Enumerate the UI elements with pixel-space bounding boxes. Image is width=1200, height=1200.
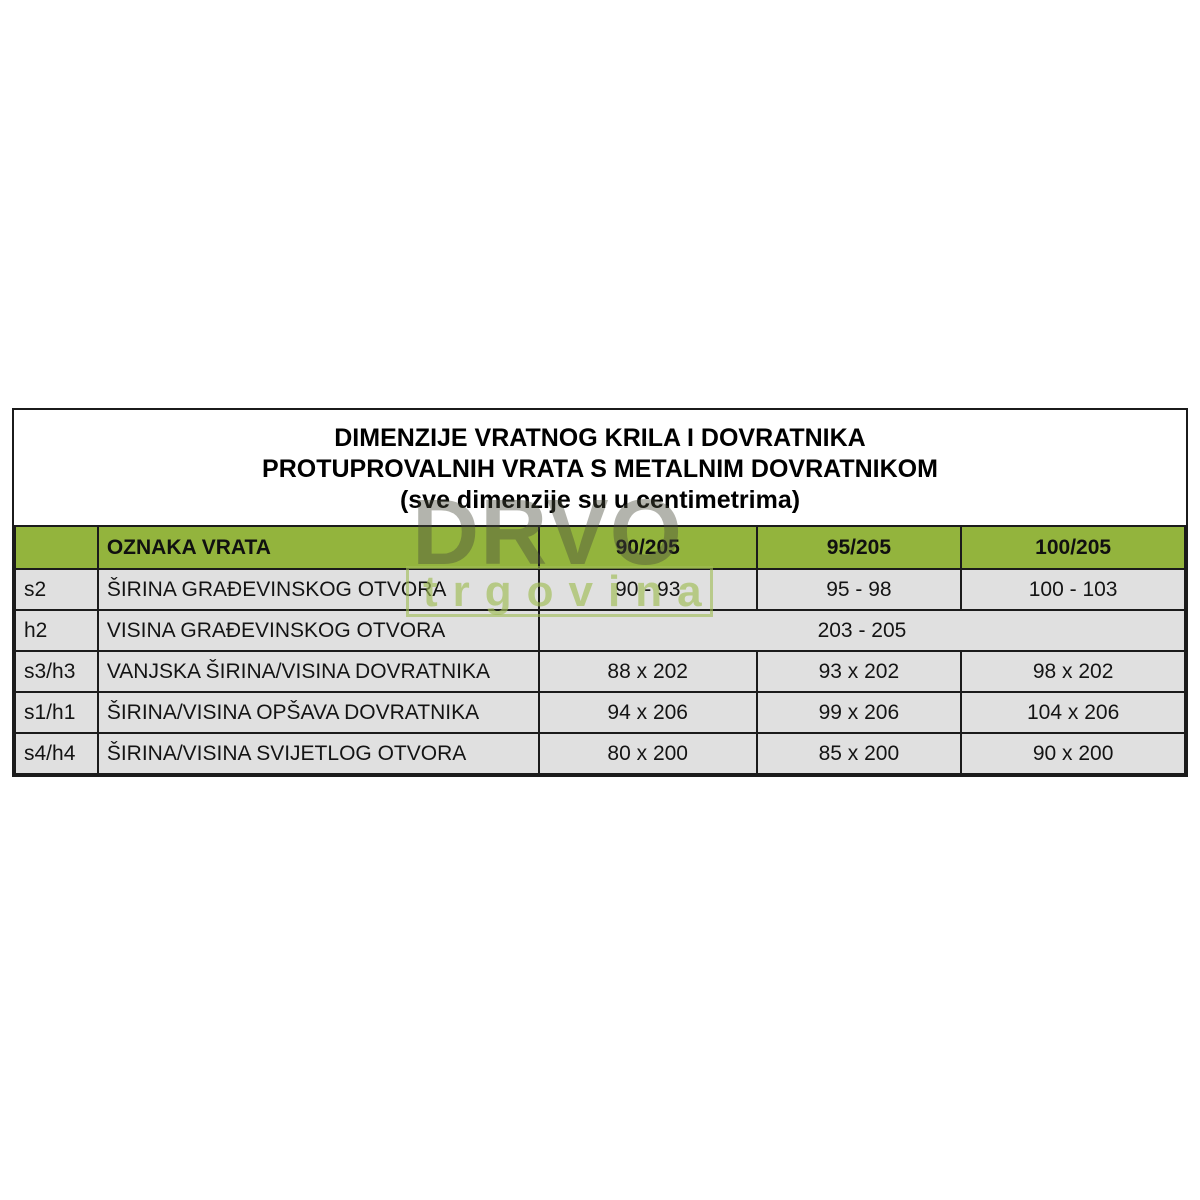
header-cell-90-205: 90/205 [537,525,758,570]
header-row: OZNAKA VRATA 90/205 95/205 100/205 [14,525,1186,570]
row-value: 93 x 202 [755,650,963,693]
row-label: ŠIRINA/VISINA OPŠAVA DOVRATNIKA [96,691,540,734]
row-value: 90 x 200 [960,732,1186,775]
table-row-h2: h2 VISINA GRAĐEVINSKOG OTVORA 203 - 205 [14,609,1187,652]
row-value: 98 x 202 [960,650,1186,693]
table-title-line-1: DIMENZIJE VRATNOG KRILA I DOVRATNIKA [334,424,866,452]
row-value: 88 x 202 [537,650,758,693]
header-cell-oznaka-vrata: OZNAKA VRATA [96,525,540,570]
table-row-s4h4: s4/h4 ŠIRINA/VISINA SVIJETLOG OTVORA 80 … [14,732,1186,775]
row-code: h2 [14,609,99,652]
row-label: ŠIRINA GRAĐEVINSKOG OTVORA [96,568,540,611]
row-code: s4/h4 [14,732,99,775]
row-value: 104 x 206 [960,691,1186,734]
row-label: VISINA GRAĐEVINSKOG OTVORA [96,609,540,652]
table-title: DIMENZIJE VRATNOG KRILA I DOVRATNIKA PRO… [14,410,1186,525]
table-title-line-3: (sve dimenzije su u centimetrima) [399,486,801,514]
header-cell-100-205: 100/205 [960,525,1186,570]
table-title-line-2: PROTUPROVALNIH VRATA S METALNIM DOVRATNI… [262,455,938,483]
row-value-spanned: 203 - 205 [537,609,1187,652]
row-label: ŠIRINA/VISINA SVIJETLOG OTVORA [96,732,540,775]
row-value: 85 x 200 [755,732,963,775]
dimensions-document: DIMENZIJE VRATNOG KRILA I DOVRATNIKA PRO… [12,408,1188,777]
row-value: 100 - 103 [960,568,1186,611]
row-code: s3/h3 [14,650,99,693]
table-row-s3h3: s3/h3 VANJSKA ŠIRINA/VISINA DOVRATNIKA 8… [14,650,1186,693]
row-value: 94 x 206 [537,691,758,734]
row-value: 99 x 206 [755,691,963,734]
row-code: s1/h1 [14,691,99,734]
row-value: 80 x 200 [537,732,758,775]
table-row-s2: s2 ŠIRINA GRAĐEVINSKOG OTVORA 90 - 93 95… [14,568,1186,611]
header-cell-95-205: 95/205 [755,525,963,570]
table-row-s1h1: s1/h1 ŠIRINA/VISINA OPŠAVA DOVRATNIKA 94… [14,691,1186,734]
header-cell-code [14,525,99,570]
row-value: 90 - 93 [537,568,758,611]
row-value: 95 - 98 [755,568,963,611]
row-code: s2 [14,568,99,611]
dimensions-table: OZNAKA VRATA 90/205 95/205 100/205 s2 ŠI… [14,525,1187,775]
row-label: VANJSKA ŠIRINA/VISINA DOVRATNIKA [96,650,540,693]
